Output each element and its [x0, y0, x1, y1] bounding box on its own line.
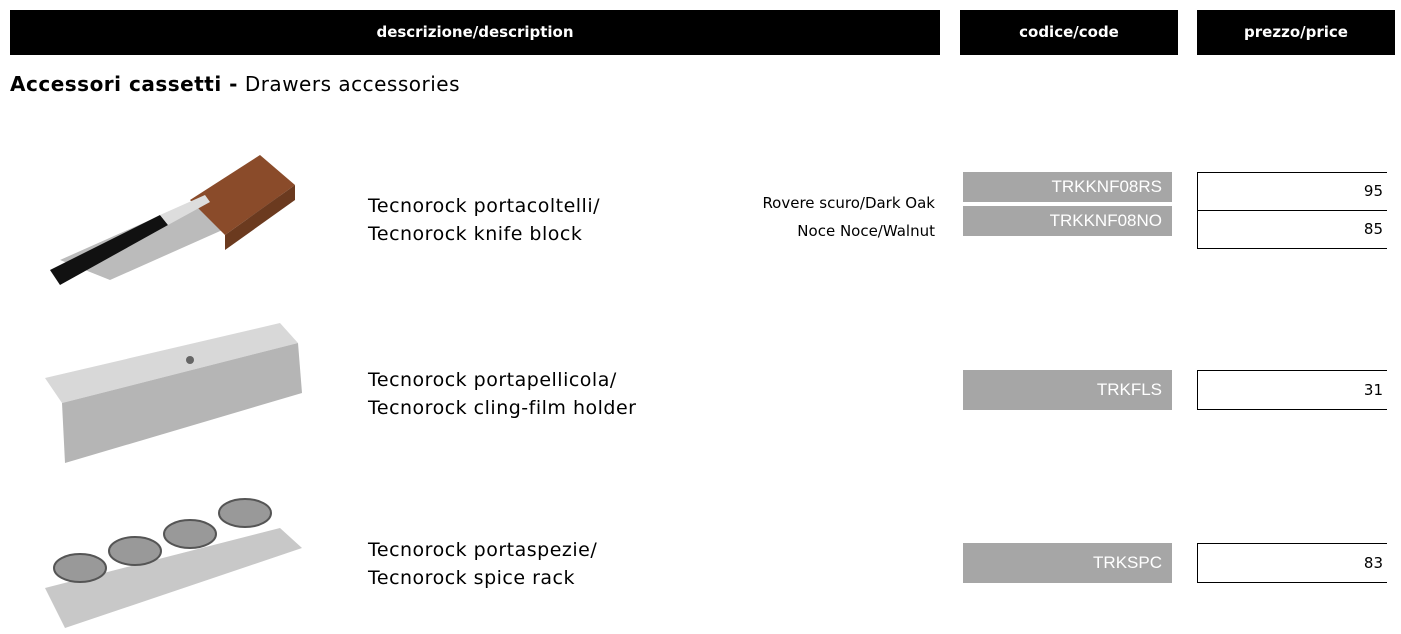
price: 85	[1197, 210, 1387, 249]
section-title: Accessori cassetti - Drawers accessories	[10, 72, 460, 96]
product-name: Tecnorock portapellicola/Tecnorock cling…	[368, 366, 636, 422]
price: 95	[1197, 172, 1387, 211]
product-name: Tecnorock portaspezie/Tecnorock spice ra…	[368, 536, 597, 592]
finish: Noce Noce/Walnut	[797, 222, 935, 240]
title-it: Accessori cassetti -	[10, 72, 238, 96]
name-en: Tecnorock spice rack	[368, 567, 576, 589]
code: TRKKNF08RS	[963, 172, 1172, 202]
product-name: Tecnorock portacoltelli/Tecnorock knife …	[368, 192, 600, 248]
code: TRKKNF08NO	[963, 206, 1172, 236]
header-price: prezzo/price	[1197, 10, 1395, 55]
film-holder-image	[45, 323, 302, 463]
spice-rack-image	[45, 498, 302, 628]
name-it: Tecnorock portacoltelli/	[368, 195, 601, 217]
name-it: Tecnorock portapellicola/	[368, 369, 617, 391]
header-code: codice/code	[960, 10, 1178, 55]
price: 83	[1197, 543, 1387, 583]
name-it: Tecnorock portaspezie/	[368, 539, 598, 561]
name-en: Tecnorock knife block	[368, 223, 583, 245]
name-en: Tecnorock cling-film holder	[368, 397, 637, 419]
knife-block-image	[50, 155, 295, 285]
price: 31	[1197, 370, 1387, 410]
title-en: Drawers accessories	[244, 72, 460, 96]
finish: Rovere scuro/Dark Oak	[762, 194, 935, 212]
code: TRKSPC	[963, 543, 1172, 583]
code: TRKFLS	[963, 370, 1172, 410]
header-description: descrizione/description	[10, 10, 940, 55]
